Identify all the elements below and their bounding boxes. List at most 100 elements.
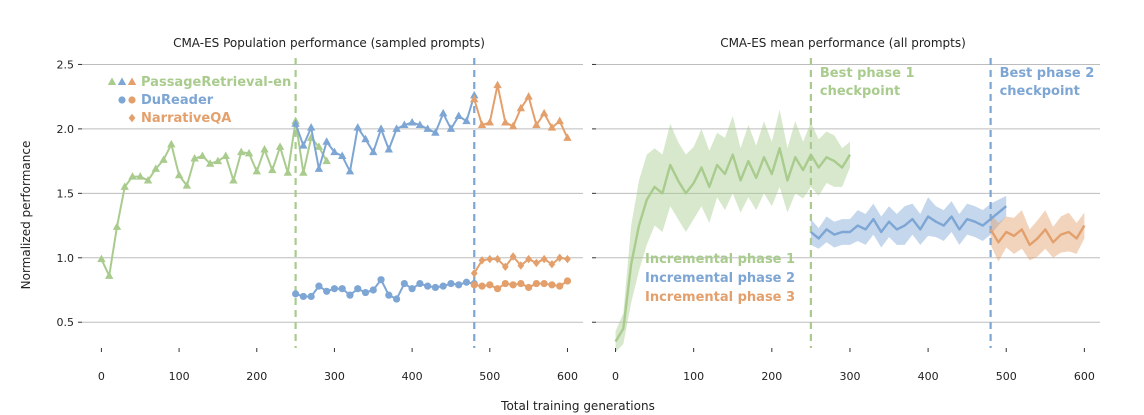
data-point-dureader — [548, 281, 556, 289]
mean-line-incremental-phase-3 — [989, 224, 1086, 247]
data-point-passageretrieval-en — [128, 172, 137, 180]
legend-marker — [127, 77, 137, 85]
legend-label: PassageRetrieval-en — [141, 75, 291, 90]
data-point-dureader — [556, 282, 564, 290]
y-axis-label: Normalized performance — [19, 141, 33, 290]
data-point-passageretrieval-en — [539, 108, 549, 117]
x-tick-label: 600 — [1074, 370, 1095, 383]
data-point-passageretrieval-en — [229, 175, 238, 184]
data-point-dureader — [346, 291, 354, 299]
data-point-dureader — [486, 281, 494, 289]
data-point-passageretrieval-en — [213, 156, 223, 165]
data-point-dureader — [377, 276, 385, 284]
data-point-passageretrieval-en — [167, 139, 176, 148]
data-point-passageretrieval-en — [330, 147, 339, 156]
mean-line-incremental-phase-2 — [810, 205, 1007, 240]
data-point-passageretrieval-en — [260, 145, 269, 153]
data-point-dureader — [455, 281, 463, 289]
series-line-passageretrieval-en-phase-2 — [294, 95, 476, 173]
data-point-passageretrieval-en — [275, 142, 285, 150]
right-panel-title: CMA-ES mean performance (all prompts) — [720, 36, 966, 50]
data-point-dureader — [447, 279, 455, 288]
legend-marker — [128, 96, 136, 104]
data-point-passageretrieval-en — [104, 271, 114, 279]
data-point-passageretrieval-en — [314, 164, 324, 172]
mean-line-incremental-phase-1 — [614, 147, 851, 343]
data-point-dureader — [299, 292, 307, 301]
data-point-narrativeqa — [540, 254, 548, 264]
data-point-dureader — [323, 287, 331, 295]
y-tick-label: 1.5 — [57, 187, 75, 200]
data-point-passageretrieval-en — [190, 154, 199, 162]
left-panel-title: CMA-ES Population performance (sampled p… — [173, 36, 485, 50]
left-panel: CMA-ES Population performance (sampled p… — [57, 36, 583, 383]
data-point-passageretrieval-en — [400, 120, 409, 129]
checkpoint-annotation: checkpoint — [820, 84, 900, 99]
data-point-passageretrieval-en — [547, 123, 557, 131]
data-point-dureader — [307, 292, 315, 301]
data-point-passageretrieval-en — [182, 181, 192, 189]
x-tick-label: 500 — [996, 370, 1017, 383]
checkpoint-annotations: Best phase 1 checkpoint Best phase 2 checkp… — [820, 66, 1094, 99]
legend-marker — [128, 113, 136, 123]
data-point-passageretrieval-en — [244, 148, 254, 157]
data-point-dureader — [478, 282, 486, 290]
x-tick-label: 0 — [612, 370, 619, 383]
data-point-passageretrieval-en — [446, 124, 456, 132]
data-point-passageretrieval-en — [205, 159, 215, 167]
x-tick-label: 300 — [839, 370, 860, 383]
x-tick-label: 300 — [324, 370, 345, 383]
data-point-passageretrieval-en — [462, 116, 471, 125]
data-point-passageretrieval-en — [143, 175, 153, 184]
data-point-passageretrieval-en — [299, 141, 308, 149]
data-point-passageretrieval-en — [438, 108, 448, 117]
data-point-narrativeqa — [494, 254, 501, 264]
data-point-dureader — [563, 277, 572, 285]
data-point-dureader — [408, 285, 416, 293]
y-tick-label: 2.5 — [57, 58, 75, 71]
data-point-dureader — [330, 285, 339, 293]
data-point-dureader — [369, 286, 377, 294]
data-point-passageretrieval-en — [353, 123, 362, 131]
right-legend: Incremental phase 1 Incremental phase 2 In… — [645, 252, 795, 305]
data-point-passageretrieval-en — [555, 116, 564, 125]
x-tick-label: 100 — [683, 370, 704, 383]
data-point-dureader — [292, 290, 300, 298]
data-point-dureader — [525, 283, 533, 292]
data-point-passageretrieval-en — [322, 156, 331, 165]
x-tick-label: 100 — [169, 370, 190, 383]
y-tick-label: 2.0 — [57, 123, 75, 136]
data-point-passageretrieval-en — [392, 124, 401, 132]
data-point-passageretrieval-en — [470, 94, 479, 103]
legend-marker — [118, 96, 126, 104]
data-point-passageretrieval-en — [407, 117, 417, 126]
x-tick-label: 200 — [246, 370, 267, 383]
data-point-narrativeqa — [486, 254, 494, 264]
data-point-dureader — [493, 285, 502, 293]
y-tick-label: 1.0 — [57, 252, 75, 265]
data-point-passageretrieval-en — [221, 151, 230, 159]
data-point-passageretrieval-en — [376, 124, 386, 132]
data-point-narrativeqa — [470, 269, 478, 278]
data-point-passageretrieval-en — [198, 151, 207, 159]
data-point-passageretrieval-en — [338, 151, 347, 159]
data-point-passageretrieval-en — [470, 90, 479, 99]
data-point-passageretrieval-en — [283, 168, 293, 176]
data-point-dureader — [462, 278, 471, 286]
data-point-dureader — [532, 279, 540, 288]
data-point-passageretrieval-en — [136, 172, 145, 180]
data-point-narrativeqa — [501, 262, 509, 271]
data-point-dureader — [431, 283, 440, 292]
data-point-dureader — [439, 282, 447, 290]
data-point-passageretrieval-en — [174, 170, 184, 179]
data-point-dureader — [416, 279, 424, 288]
data-point-passageretrieval-en — [508, 121, 518, 130]
data-point-passageretrieval-en — [493, 80, 502, 89]
data-point-passageretrieval-en — [97, 254, 106, 263]
legend-label: Incremental phase 3 — [645, 290, 795, 305]
legend-label: NarrativeQA — [141, 111, 231, 126]
x-tick-label: 500 — [479, 370, 500, 383]
data-point-passageretrieval-en — [415, 120, 425, 129]
data-point-dureader — [354, 285, 362, 293]
data-point-passageretrieval-en — [299, 168, 308, 176]
